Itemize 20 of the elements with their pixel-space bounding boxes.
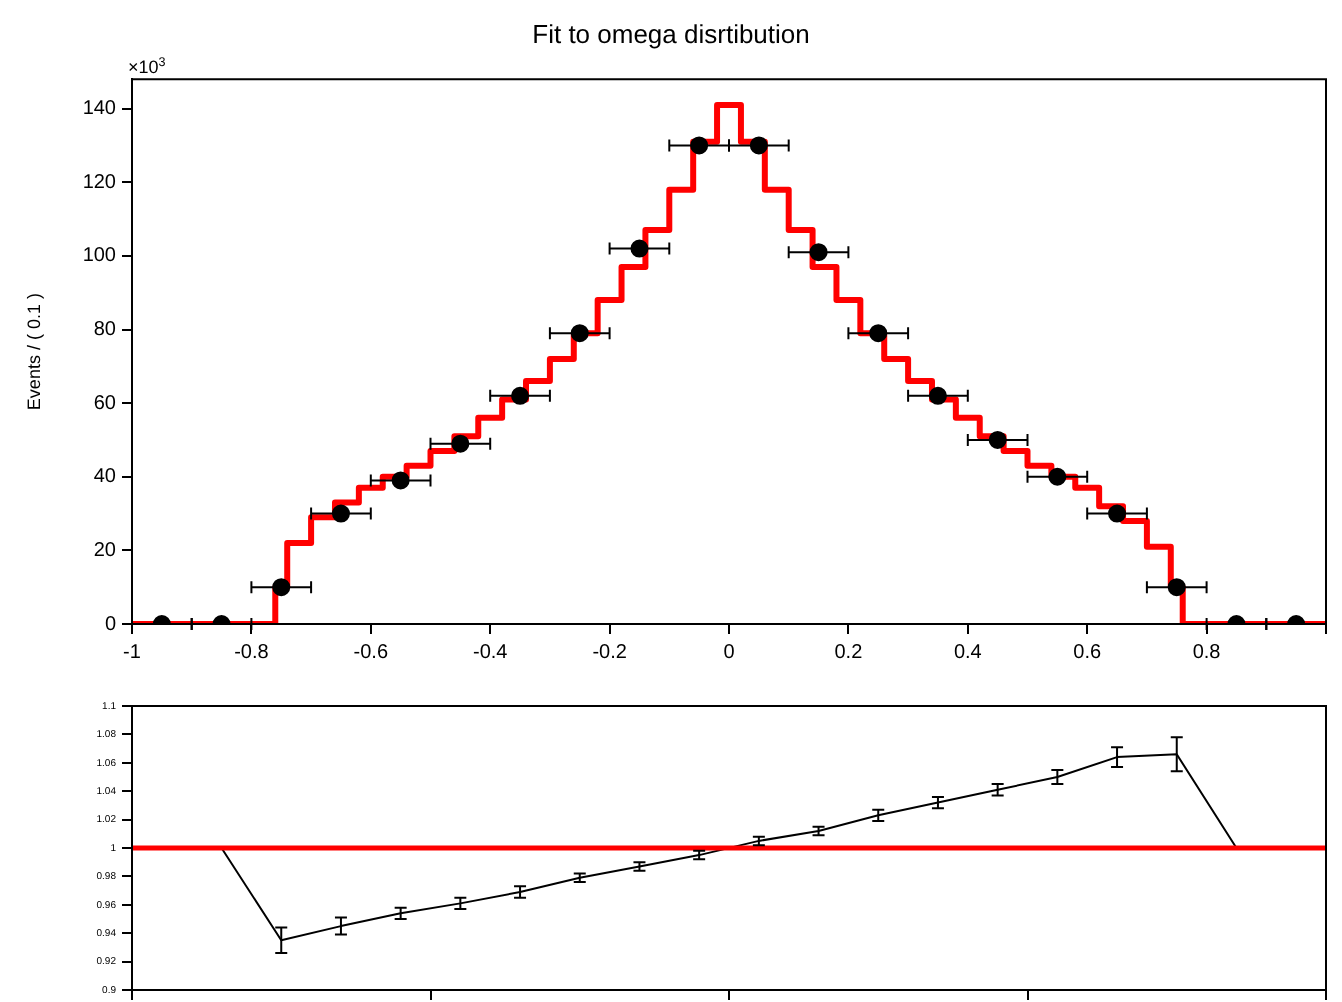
x-tick-label: 0.8 xyxy=(1192,641,1222,664)
x-tick-label: 0.4 xyxy=(953,641,983,664)
chart-title: Fit to omega disrtibution xyxy=(532,18,810,49)
x-tick-label: 0.6 xyxy=(1073,641,1102,664)
y-tick-label: 100 xyxy=(82,245,117,268)
y-tick-label: 20 xyxy=(93,539,117,562)
y-tick-label: 140 xyxy=(82,98,117,121)
y-tick-label: 40 xyxy=(93,466,117,489)
x-tick-label: -0.8 xyxy=(234,641,270,664)
x-tick-label: -0.2 xyxy=(592,641,628,664)
y-tick-label: 0 xyxy=(104,613,117,636)
y-tick-label: 80 xyxy=(93,319,117,342)
x-tick-label: 0.2 xyxy=(834,641,864,664)
x-tick-label: -1 xyxy=(123,641,142,664)
y-tick-label: 120 xyxy=(82,171,117,194)
x-tick-label: 0 xyxy=(723,641,736,664)
x-tick-label: -0.6 xyxy=(353,641,389,664)
y-axis-title: Events / ( 0.1 ) xyxy=(23,293,44,411)
y-tick-label: 60 xyxy=(93,392,117,415)
x-tick-label: -0.4 xyxy=(472,641,509,664)
